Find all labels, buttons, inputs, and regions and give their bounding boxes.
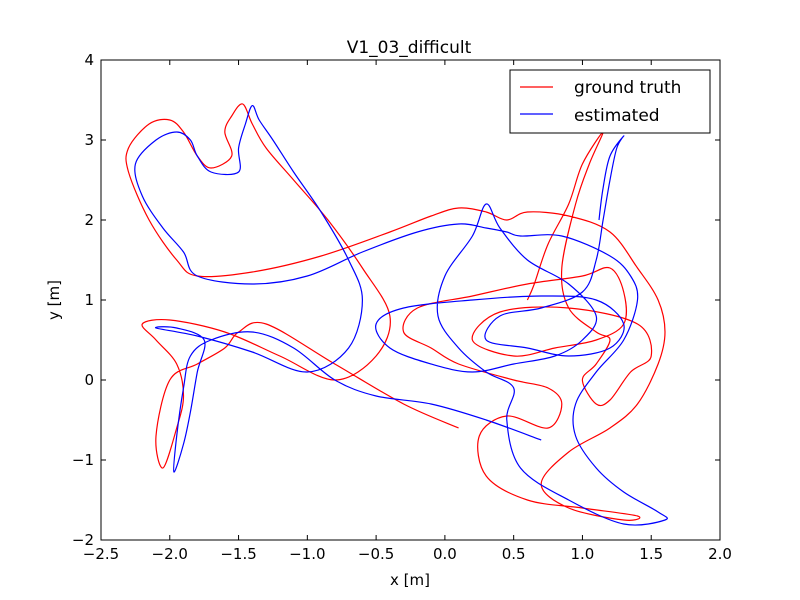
legend-label-estimated: estimated (574, 106, 660, 126)
y-tick-label: 4 (84, 51, 94, 69)
y-tick-label: 0 (84, 371, 94, 389)
legend-label-ground-truth: ground truth (574, 78, 681, 98)
y-axis-label: y [m] (45, 280, 63, 320)
y-tick-label: 3 (84, 131, 94, 149)
x-tick-label: 2.0 (708, 545, 732, 563)
y-tick-label: 2 (84, 211, 94, 229)
series-line-ground-truth (125, 103, 666, 521)
series-line-estimated (134, 105, 668, 526)
legend: ground truth estimated (509, 69, 711, 134)
x-axis-label: x [m] (390, 571, 430, 589)
tick-layer: −2.5 −2.0 −1.5 −1.0 −0.5 0.0 0.5 1.0 1.5 2.0 −2 −1 0… (72, 51, 732, 563)
x-tick-label: −2.5 (83, 545, 119, 563)
x-tick-label: −0.5 (358, 545, 394, 563)
x-tick-label: −1.0 (289, 545, 325, 563)
y-tick-label: −1 (72, 451, 94, 469)
x-tick-label: 1.5 (639, 545, 663, 563)
x-tick-label: −1.5 (220, 545, 256, 563)
y-tick-label: −2 (72, 531, 94, 549)
legend-box (509, 69, 711, 134)
y-tick-label: 1 (84, 291, 94, 309)
x-tick-label: 1.0 (571, 545, 595, 563)
series-layer (125, 103, 668, 526)
chart-title: V1_03_difficult (347, 38, 472, 58)
x-tick-label: −2.0 (152, 545, 188, 563)
x-tick-label: 0.0 (433, 545, 457, 563)
x-tick-label: 0.5 (502, 545, 526, 563)
